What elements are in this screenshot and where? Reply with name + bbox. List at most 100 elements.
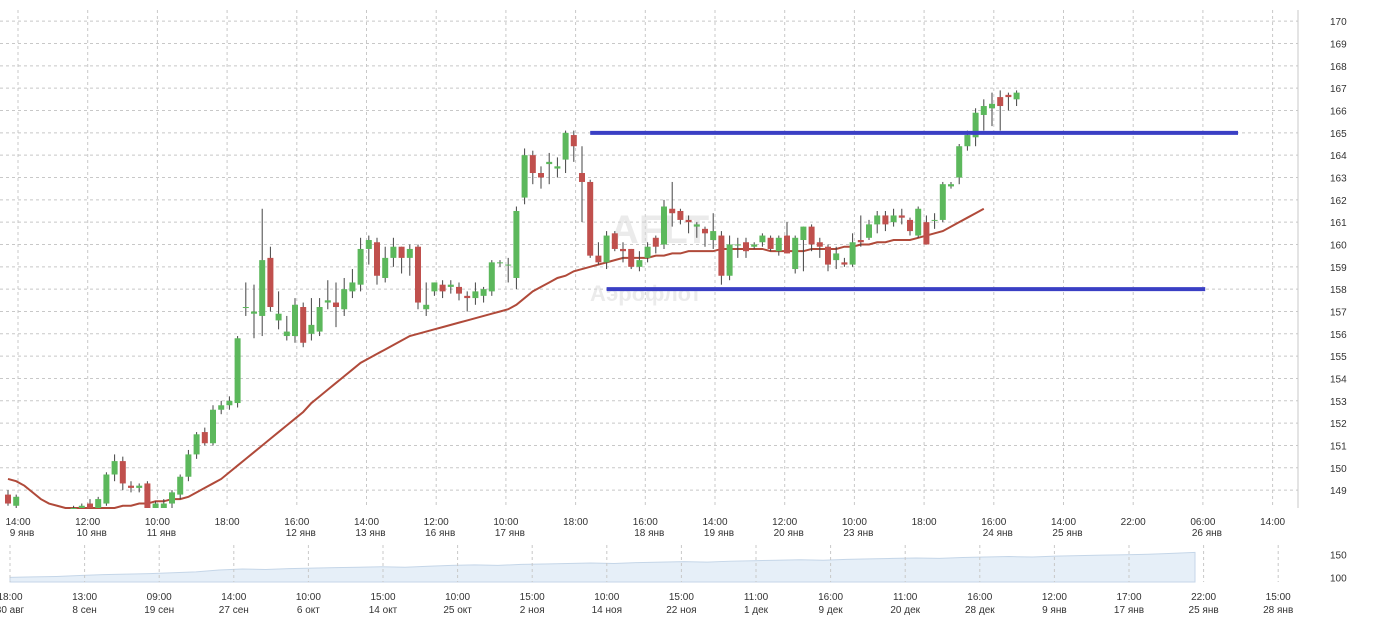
candle xyxy=(620,242,626,263)
navigator-date-label: 20 дек xyxy=(890,605,920,616)
candle xyxy=(513,206,520,290)
x-time-label: 22:00 xyxy=(1121,517,1146,528)
candle-body xyxy=(808,226,815,245)
candle xyxy=(406,244,413,276)
y-tick-label: 152 xyxy=(1330,419,1347,430)
candle-body xyxy=(759,235,766,243)
candle xyxy=(784,222,790,254)
candle-body xyxy=(800,226,807,241)
candle xyxy=(390,237,397,267)
candle xyxy=(292,298,298,343)
candle-body xyxy=(292,304,298,337)
navigator-time-label: 11:00 xyxy=(744,592,769,603)
candle-body xyxy=(341,289,348,310)
y-axis-labels: 149 150 151 152 153 154 155 156 157 158 159 160 161 1… xyxy=(1330,17,1347,497)
candle xyxy=(685,215,692,234)
candle-body xyxy=(562,132,569,160)
candle-body xyxy=(152,503,159,508)
x-date-label: 19 янв xyxy=(704,528,734,539)
candle xyxy=(661,199,667,249)
candle-body xyxy=(234,338,241,404)
candle-body xyxy=(628,248,635,267)
candle xyxy=(464,291,471,312)
y-tick-label: 168 xyxy=(1330,62,1347,73)
candle-body xyxy=(210,409,216,444)
candle-body xyxy=(374,242,380,276)
candle-body xyxy=(87,503,93,508)
candle-body xyxy=(570,135,577,147)
candle-body xyxy=(661,206,667,245)
candle xyxy=(382,246,389,283)
candle xyxy=(702,226,708,247)
x-time-label: 10:00 xyxy=(842,517,867,528)
candle-body xyxy=(693,224,700,227)
y-tick-label: 153 xyxy=(1330,397,1347,408)
candle-body xyxy=(636,260,643,267)
candle-body xyxy=(390,246,397,258)
candle xyxy=(718,231,725,285)
x-time-label: 12:00 xyxy=(772,517,797,528)
candle-body xyxy=(365,240,372,249)
candle xyxy=(644,242,651,263)
candle-body xyxy=(775,237,782,252)
x-date-label: 17 янв xyxy=(495,528,525,539)
candle xyxy=(579,146,585,223)
candle-body xyxy=(472,291,479,299)
watermark-company-name: Аэрофлот xyxy=(590,281,701,306)
candle-body xyxy=(546,161,553,165)
candle xyxy=(70,505,77,509)
candle-body xyxy=(726,244,733,276)
candle-body xyxy=(201,432,208,444)
candle-body xyxy=(144,483,151,508)
y-tick-label: 161 xyxy=(1330,218,1347,229)
candle-body xyxy=(226,400,233,406)
x-date-label: 16 янв xyxy=(425,528,455,539)
candle-body xyxy=(349,282,356,292)
navigator-date-label: 27 сен xyxy=(219,605,249,616)
candle xyxy=(980,99,987,131)
candle-body xyxy=(136,485,143,488)
y-tick-label: 162 xyxy=(1330,196,1347,207)
candle xyxy=(439,280,446,299)
candle xyxy=(87,499,93,508)
candle xyxy=(989,92,995,127)
candle-body xyxy=(874,215,881,225)
candle xyxy=(357,237,364,292)
candle-body xyxy=(931,219,938,221)
candle-body xyxy=(866,224,872,238)
y-tick-label: 160 xyxy=(1330,240,1347,251)
navigator-panel[interactable]: 100 150 18:00 30 авг 13:00 8 сен 09:00 19 сен 14… xyxy=(0,545,1347,616)
candle xyxy=(169,490,175,508)
navigator-date-label: 17 янв xyxy=(1114,605,1144,616)
candle-body xyxy=(177,476,184,495)
candle xyxy=(595,242,602,265)
x-time-label: 18:00 xyxy=(215,517,240,528)
candle-body xyxy=(283,331,290,337)
candle xyxy=(849,233,856,267)
navigator-time-label: 13:00 xyxy=(72,592,97,603)
candle-body xyxy=(579,173,585,182)
y-tick-label: 155 xyxy=(1330,352,1347,363)
candle-body xyxy=(267,257,274,308)
candle-body xyxy=(119,461,126,484)
candle-body xyxy=(710,231,717,241)
candle-body xyxy=(316,307,323,332)
candle xyxy=(898,208,905,225)
navigator-date-label: 8 сен xyxy=(72,605,96,616)
y-tick-label: 170 xyxy=(1330,17,1347,28)
candle-body xyxy=(669,208,676,214)
candle xyxy=(13,494,20,508)
x-date-label: 10 янв xyxy=(77,528,107,539)
candle xyxy=(497,260,503,267)
candle-body xyxy=(488,262,495,292)
candle-body xyxy=(554,166,561,169)
candle-body xyxy=(357,248,364,285)
candle-body xyxy=(702,228,708,234)
navigator-time-label: 11:00 xyxy=(893,592,918,603)
candle xyxy=(857,215,864,247)
candle-body xyxy=(939,184,946,220)
candle-body xyxy=(103,474,110,504)
candle xyxy=(948,181,954,189)
candle-body xyxy=(841,262,848,265)
